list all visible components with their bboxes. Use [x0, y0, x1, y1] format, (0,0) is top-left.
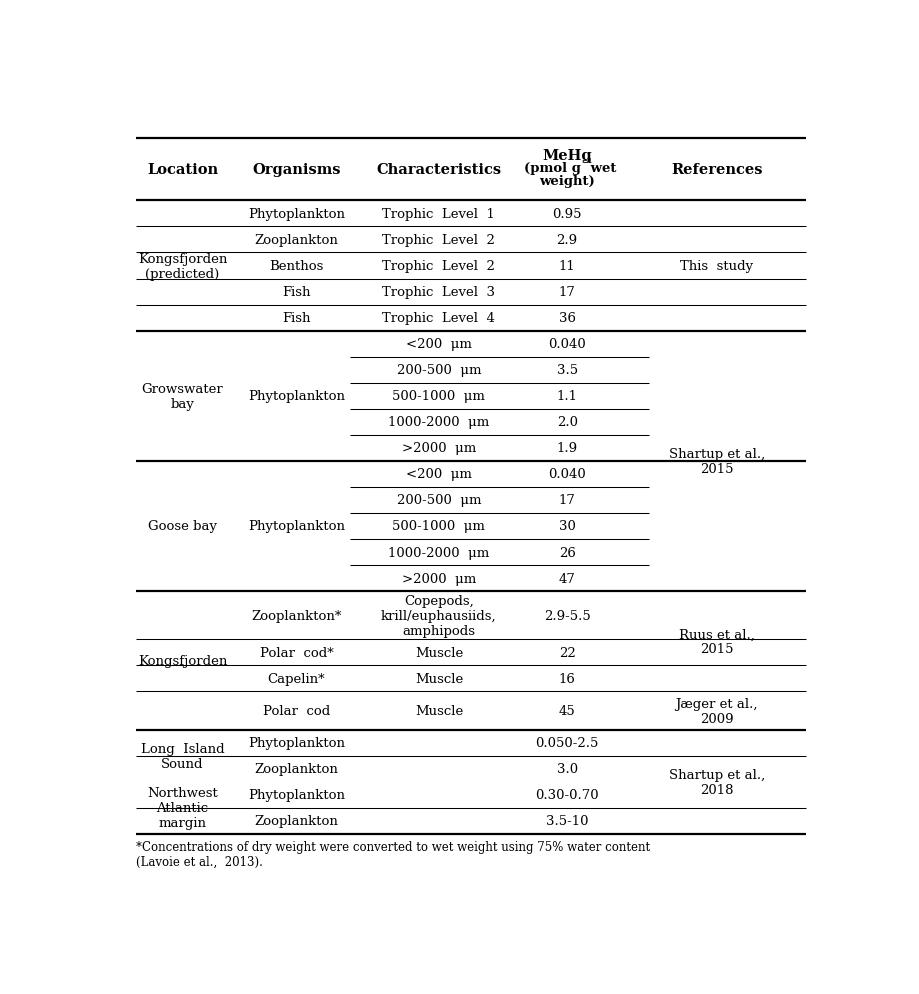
- Text: 11: 11: [559, 259, 575, 272]
- Text: 0.040: 0.040: [549, 338, 586, 351]
- Text: 1.1: 1.1: [557, 390, 578, 403]
- Text: <200  μm: <200 μm: [406, 338, 471, 351]
- Text: Northwest
Atlantic
margin: Northwest Atlantic margin: [147, 786, 218, 830]
- Text: >2000  μm: >2000 μm: [402, 572, 476, 585]
- Text: Ruus et al.,
2015: Ruus et al., 2015: [679, 627, 754, 656]
- Text: References: References: [671, 163, 763, 177]
- Text: 3.5: 3.5: [557, 364, 578, 377]
- Text: 0.050-2.5: 0.050-2.5: [536, 737, 599, 749]
- Text: Phytoplankton: Phytoplankton: [248, 520, 345, 533]
- Text: *Concentrations of dry weight were converted to wet weight using 75% water conte: *Concentrations of dry weight were conve…: [136, 840, 651, 868]
- Text: 16: 16: [559, 672, 575, 685]
- Text: Phytoplankton: Phytoplankton: [248, 208, 345, 221]
- Text: 0.95: 0.95: [552, 208, 582, 221]
- Text: 2.0: 2.0: [557, 415, 578, 428]
- Text: 3.5-10: 3.5-10: [546, 815, 588, 828]
- Text: 500-1000  μm: 500-1000 μm: [392, 520, 485, 533]
- Text: Muscle: Muscle: [414, 646, 463, 659]
- Text: Muscle: Muscle: [414, 672, 463, 685]
- Text: Zooplankton: Zooplankton: [255, 815, 338, 828]
- Text: >2000  μm: >2000 μm: [402, 442, 476, 455]
- Text: MeHg: MeHg: [542, 149, 592, 163]
- Text: ⁻¹: ⁻¹: [582, 156, 593, 169]
- Text: 36: 36: [559, 312, 575, 325]
- Text: 1000-2000  μm: 1000-2000 μm: [389, 415, 490, 428]
- Text: Fish: Fish: [282, 312, 311, 325]
- Text: 45: 45: [559, 705, 575, 718]
- Text: Shartup et al.,
2018: Shartup et al., 2018: [669, 768, 765, 796]
- Text: Kongsfjorden: Kongsfjorden: [138, 654, 227, 667]
- Text: Growswater
bay: Growswater bay: [142, 383, 223, 411]
- Text: Zooplankton*: Zooplankton*: [251, 609, 342, 622]
- Text: Fish: Fish: [282, 285, 311, 299]
- Text: 500-1000  μm: 500-1000 μm: [392, 390, 485, 403]
- Text: wet: wet: [586, 162, 617, 175]
- Text: Copepods,
krill/euphausiids,
amphipods: Copepods, krill/euphausiids, amphipods: [381, 594, 497, 637]
- Text: 47: 47: [559, 572, 575, 585]
- Text: Phytoplankton: Phytoplankton: [248, 788, 345, 801]
- Text: Goose bay: Goose bay: [148, 520, 217, 533]
- Text: 200-500  μm: 200-500 μm: [397, 364, 482, 377]
- Text: Muscle: Muscle: [414, 705, 463, 718]
- Text: 0.040: 0.040: [549, 468, 586, 481]
- Text: Trophic  Level  2: Trophic Level 2: [382, 259, 495, 272]
- Text: Characteristics: Characteristics: [377, 163, 502, 177]
- Text: This  study: This study: [680, 259, 754, 272]
- Text: 2.9-5.5: 2.9-5.5: [544, 609, 591, 622]
- Text: Zooplankton: Zooplankton: [255, 234, 338, 247]
- Text: 17: 17: [559, 285, 575, 299]
- Text: 200-500  μm: 200-500 μm: [397, 494, 482, 507]
- Text: <200  μm: <200 μm: [406, 468, 471, 481]
- Text: Trophic  Level  2: Trophic Level 2: [382, 234, 495, 247]
- Text: Benthos: Benthos: [269, 259, 323, 272]
- Text: Zooplankton: Zooplankton: [255, 762, 338, 775]
- Text: Polar  cod*: Polar cod*: [259, 646, 334, 659]
- Text: weight): weight): [539, 175, 595, 188]
- Text: 30: 30: [559, 520, 575, 533]
- Text: Phytoplankton: Phytoplankton: [248, 737, 345, 749]
- Text: 3.0: 3.0: [557, 762, 578, 775]
- Text: 2.9: 2.9: [557, 234, 578, 247]
- Text: Kongsfjorden
(predicted): Kongsfjorden (predicted): [138, 252, 227, 280]
- Text: 1000-2000  μm: 1000-2000 μm: [389, 546, 490, 559]
- Text: 17: 17: [559, 494, 575, 507]
- Text: Polar  cod: Polar cod: [263, 705, 330, 718]
- Text: Jæger et al.,
2009: Jæger et al., 2009: [675, 697, 758, 725]
- Text: Phytoplankton: Phytoplankton: [248, 390, 345, 403]
- Text: Trophic  Level  4: Trophic Level 4: [382, 312, 495, 325]
- Text: Long  Island
Sound: Long Island Sound: [141, 743, 224, 770]
- Text: 26: 26: [559, 546, 575, 559]
- Text: Trophic  Level  3: Trophic Level 3: [382, 285, 495, 299]
- Text: Trophic  Level  1: Trophic Level 1: [382, 208, 495, 221]
- Text: 0.30-0.70: 0.30-0.70: [536, 788, 599, 801]
- Text: Shartup et al.,
2015: Shartup et al., 2015: [669, 447, 765, 475]
- Text: Location: Location: [147, 163, 218, 177]
- Text: 22: 22: [559, 646, 575, 659]
- Text: (pmol g: (pmol g: [525, 162, 582, 175]
- Text: Capelin*: Capelin*: [267, 672, 325, 685]
- Text: Organisms: Organisms: [252, 163, 341, 177]
- Text: 1.9: 1.9: [557, 442, 578, 455]
